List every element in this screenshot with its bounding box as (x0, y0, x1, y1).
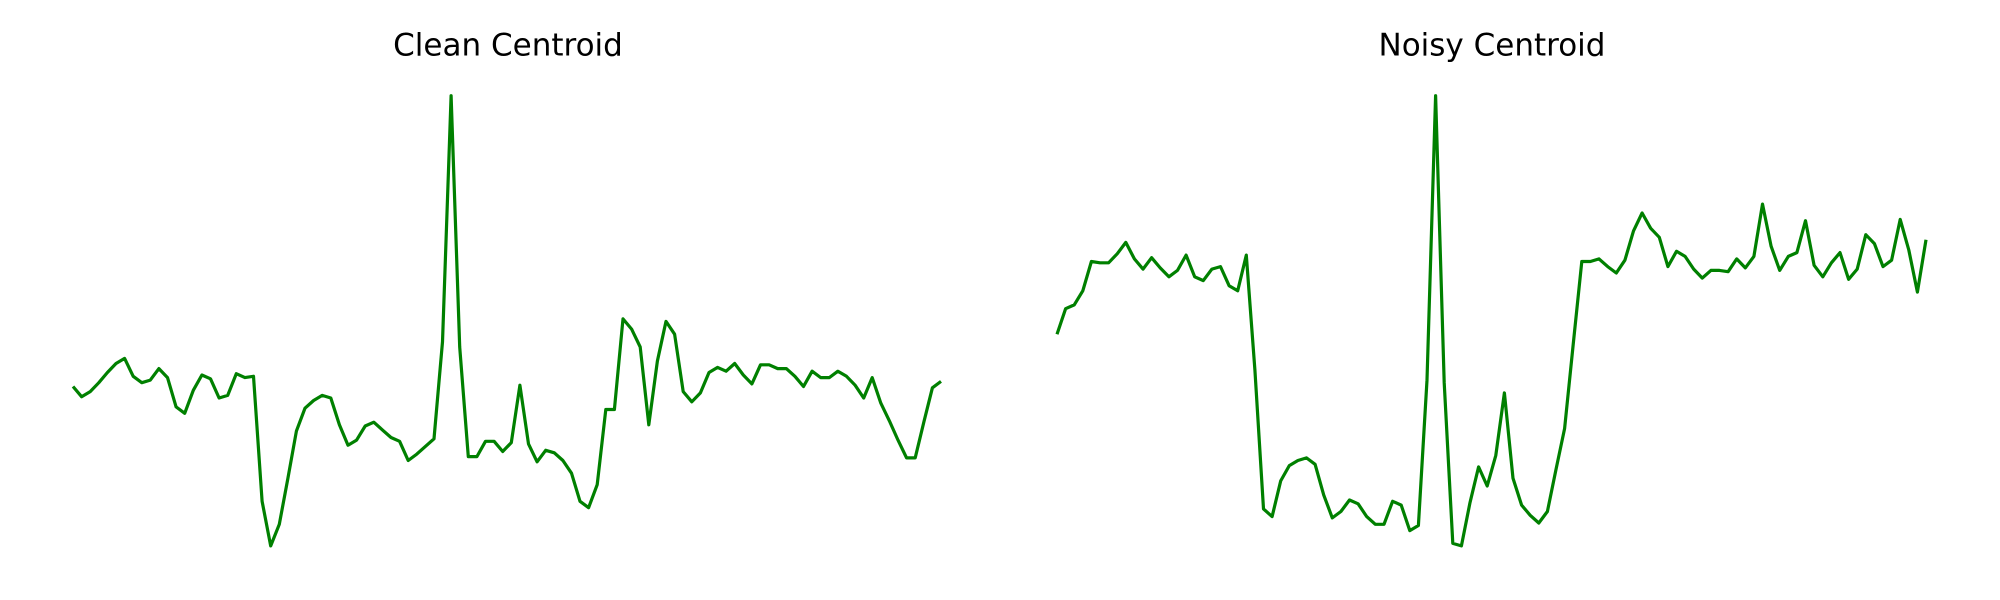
data-line (71, 94, 942, 548)
data-line (1055, 94, 1928, 548)
chart-title: Noisy Centroid (1379, 28, 1606, 64)
chart-title: Clean Centroid (393, 28, 623, 64)
